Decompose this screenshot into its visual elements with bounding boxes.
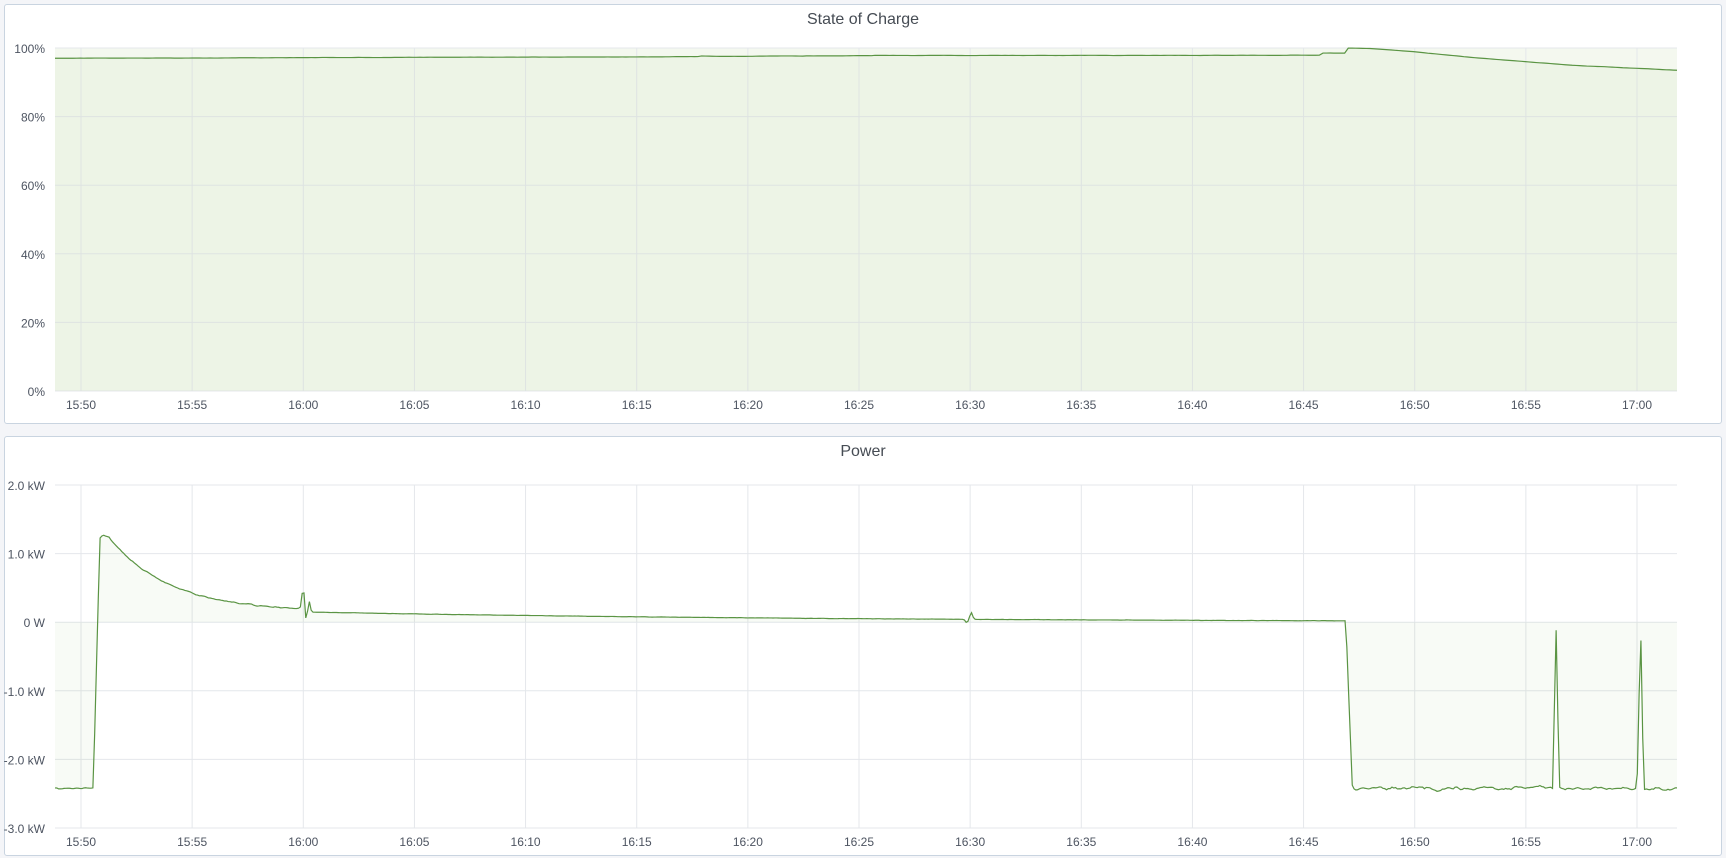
svg-text:16:25: 16:25 [844,398,874,412]
svg-text:80%: 80% [21,111,45,125]
svg-text:-1.0 kW: -1.0 kW [4,685,46,699]
svg-text:16:15: 16:15 [622,398,652,412]
svg-text:16:30: 16:30 [955,398,985,412]
svg-text:16:30: 16:30 [955,835,985,849]
svg-text:15:55: 15:55 [177,398,207,412]
svg-text:16:00: 16:00 [288,398,318,412]
svg-text:16:10: 16:10 [511,398,541,412]
svg-text:16:45: 16:45 [1289,398,1319,412]
svg-text:16:35: 16:35 [1066,835,1096,849]
svg-text:15:50: 15:50 [66,835,96,849]
svg-text:16:40: 16:40 [1177,835,1207,849]
svg-text:20%: 20% [21,316,45,330]
svg-text:40%: 40% [21,248,45,262]
svg-text:17:00: 17:00 [1622,398,1652,412]
svg-text:16:55: 16:55 [1511,835,1541,849]
svg-text:2.0 kW: 2.0 kW [8,479,46,493]
svg-text:16:15: 16:15 [622,835,652,849]
svg-text:15:55: 15:55 [177,835,207,849]
svg-text:17:00: 17:00 [1622,835,1652,849]
svg-text:16:40: 16:40 [1177,398,1207,412]
svg-text:16:50: 16:50 [1400,398,1430,412]
svg-text:16:20: 16:20 [733,835,763,849]
svg-text:0 W: 0 W [24,616,46,630]
svg-text:16:35: 16:35 [1066,398,1096,412]
svg-text:16:50: 16:50 [1400,835,1430,849]
svg-text:-2.0 kW: -2.0 kW [4,753,46,767]
svg-text:16:00: 16:00 [288,835,318,849]
svg-text:-3.0 kW: -3.0 kW [4,822,46,836]
svg-text:16:45: 16:45 [1289,835,1319,849]
svg-text:16:05: 16:05 [399,835,429,849]
svg-text:1.0 kW: 1.0 kW [8,548,46,562]
svg-text:16:10: 16:10 [511,835,541,849]
svg-text:15:50: 15:50 [66,398,96,412]
svg-text:16:55: 16:55 [1511,398,1541,412]
svg-text:16:05: 16:05 [399,398,429,412]
svg-text:16:25: 16:25 [844,835,874,849]
svg-text:16:20: 16:20 [733,398,763,412]
svg-text:100%: 100% [14,42,45,56]
svg-text:0%: 0% [28,385,46,399]
svg-text:60%: 60% [21,179,45,193]
